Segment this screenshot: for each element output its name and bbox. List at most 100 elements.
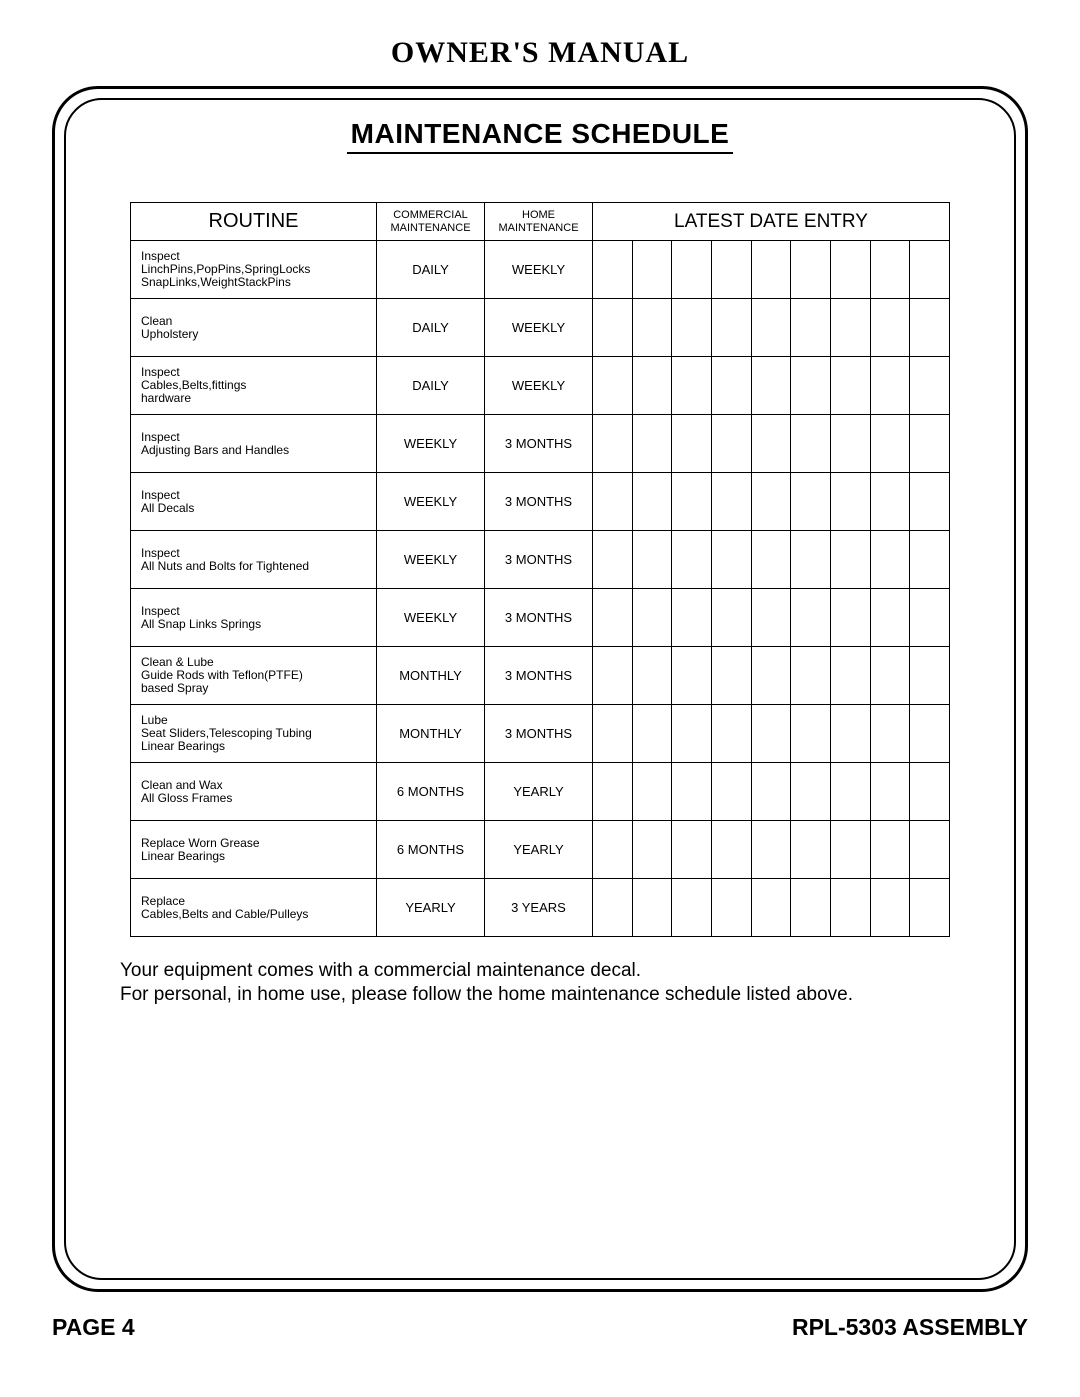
- date-entry-cell[interactable]: [910, 879, 950, 937]
- date-entry-cell[interactable]: [830, 821, 870, 879]
- date-entry-cell[interactable]: [870, 647, 910, 705]
- date-entry-cell[interactable]: [830, 299, 870, 357]
- date-entry-cell[interactable]: [830, 531, 870, 589]
- date-entry-cell[interactable]: [672, 589, 712, 647]
- date-entry-cell[interactable]: [910, 473, 950, 531]
- date-entry-cell[interactable]: [632, 705, 672, 763]
- date-entry-cell[interactable]: [593, 647, 633, 705]
- date-entry-cell[interactable]: [870, 531, 910, 589]
- date-entry-cell[interactable]: [593, 241, 633, 299]
- date-entry-cell[interactable]: [910, 415, 950, 473]
- date-entry-cell[interactable]: [632, 763, 672, 821]
- date-entry-cell[interactable]: [870, 241, 910, 299]
- date-entry-cell[interactable]: [711, 763, 751, 821]
- date-entry-cell[interactable]: [830, 879, 870, 937]
- date-entry-cell[interactable]: [751, 589, 791, 647]
- date-entry-cell[interactable]: [910, 299, 950, 357]
- date-entry-cell[interactable]: [593, 589, 633, 647]
- date-entry-cell[interactable]: [711, 705, 751, 763]
- date-entry-cell[interactable]: [711, 241, 751, 299]
- date-entry-cell[interactable]: [830, 647, 870, 705]
- date-entry-cell[interactable]: [830, 589, 870, 647]
- date-entry-cell[interactable]: [593, 357, 633, 415]
- date-entry-cell[interactable]: [632, 589, 672, 647]
- date-entry-cell[interactable]: [791, 821, 831, 879]
- date-entry-cell[interactable]: [791, 763, 831, 821]
- date-entry-cell[interactable]: [751, 821, 791, 879]
- date-entry-cell[interactable]: [751, 531, 791, 589]
- date-entry-cell[interactable]: [791, 299, 831, 357]
- date-entry-cell[interactable]: [632, 647, 672, 705]
- date-entry-cell[interactable]: [593, 879, 633, 937]
- date-entry-cell[interactable]: [632, 299, 672, 357]
- date-entry-cell[interactable]: [751, 241, 791, 299]
- date-entry-cell[interactable]: [830, 415, 870, 473]
- date-entry-cell[interactable]: [672, 763, 712, 821]
- date-entry-cell[interactable]: [910, 357, 950, 415]
- date-entry-cell[interactable]: [751, 357, 791, 415]
- date-entry-cell[interactable]: [672, 299, 712, 357]
- date-entry-cell[interactable]: [711, 879, 751, 937]
- date-entry-cell[interactable]: [711, 299, 751, 357]
- date-entry-cell[interactable]: [751, 647, 791, 705]
- date-entry-cell[interactable]: [593, 705, 633, 763]
- date-entry-cell[interactable]: [672, 647, 712, 705]
- date-entry-cell[interactable]: [791, 357, 831, 415]
- date-entry-cell[interactable]: [593, 763, 633, 821]
- date-entry-cell[interactable]: [751, 879, 791, 937]
- date-entry-cell[interactable]: [870, 589, 910, 647]
- date-entry-cell[interactable]: [672, 241, 712, 299]
- date-entry-cell[interactable]: [632, 821, 672, 879]
- date-entry-cell[interactable]: [910, 821, 950, 879]
- date-entry-cell[interactable]: [632, 241, 672, 299]
- date-entry-cell[interactable]: [870, 415, 910, 473]
- date-entry-cell[interactable]: [910, 531, 950, 589]
- date-entry-cell[interactable]: [791, 531, 831, 589]
- date-entry-cell[interactable]: [870, 821, 910, 879]
- date-entry-cell[interactable]: [910, 589, 950, 647]
- date-entry-cell[interactable]: [910, 763, 950, 821]
- date-entry-cell[interactable]: [830, 357, 870, 415]
- date-entry-cell[interactable]: [870, 705, 910, 763]
- date-entry-cell[interactable]: [632, 473, 672, 531]
- date-entry-cell[interactable]: [791, 879, 831, 937]
- date-entry-cell[interactable]: [632, 357, 672, 415]
- date-entry-cell[interactable]: [593, 473, 633, 531]
- date-entry-cell[interactable]: [672, 415, 712, 473]
- date-entry-cell[interactable]: [830, 241, 870, 299]
- date-entry-cell[interactable]: [593, 531, 633, 589]
- date-entry-cell[interactable]: [870, 299, 910, 357]
- date-entry-cell[interactable]: [672, 821, 712, 879]
- date-entry-cell[interactable]: [672, 473, 712, 531]
- date-entry-cell[interactable]: [672, 879, 712, 937]
- date-entry-cell[interactable]: [870, 763, 910, 821]
- date-entry-cell[interactable]: [672, 531, 712, 589]
- date-entry-cell[interactable]: [791, 705, 831, 763]
- date-entry-cell[interactable]: [593, 299, 633, 357]
- date-entry-cell[interactable]: [632, 531, 672, 589]
- date-entry-cell[interactable]: [593, 415, 633, 473]
- date-entry-cell[interactable]: [672, 705, 712, 763]
- date-entry-cell[interactable]: [751, 763, 791, 821]
- date-entry-cell[interactable]: [791, 415, 831, 473]
- date-entry-cell[interactable]: [711, 589, 751, 647]
- date-entry-cell[interactable]: [632, 415, 672, 473]
- date-entry-cell[interactable]: [830, 763, 870, 821]
- date-entry-cell[interactable]: [711, 473, 751, 531]
- date-entry-cell[interactable]: [711, 415, 751, 473]
- date-entry-cell[interactable]: [593, 821, 633, 879]
- date-entry-cell[interactable]: [910, 647, 950, 705]
- date-entry-cell[interactable]: [910, 705, 950, 763]
- date-entry-cell[interactable]: [830, 473, 870, 531]
- date-entry-cell[interactable]: [870, 879, 910, 937]
- date-entry-cell[interactable]: [791, 589, 831, 647]
- date-entry-cell[interactable]: [711, 647, 751, 705]
- date-entry-cell[interactable]: [751, 473, 791, 531]
- date-entry-cell[interactable]: [870, 473, 910, 531]
- date-entry-cell[interactable]: [751, 415, 791, 473]
- date-entry-cell[interactable]: [711, 357, 751, 415]
- date-entry-cell[interactable]: [791, 241, 831, 299]
- date-entry-cell[interactable]: [751, 705, 791, 763]
- date-entry-cell[interactable]: [711, 821, 751, 879]
- date-entry-cell[interactable]: [910, 241, 950, 299]
